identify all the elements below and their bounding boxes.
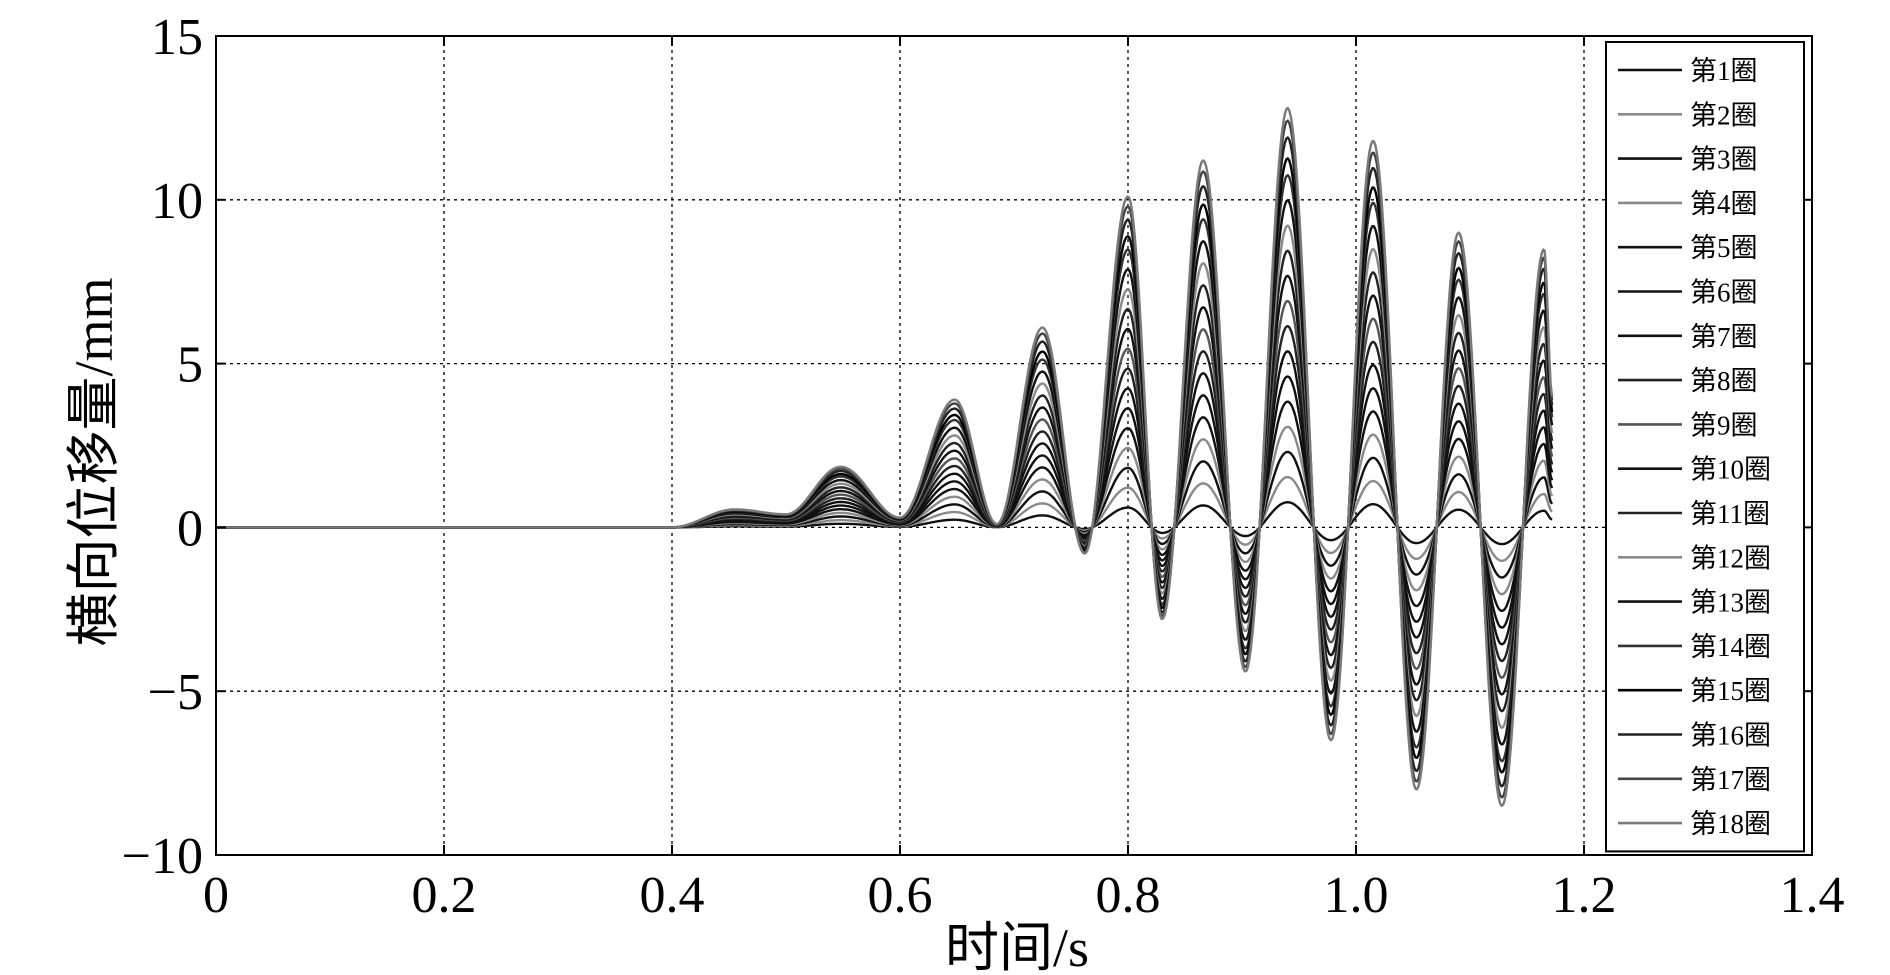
x-tick-label: 1.0 <box>1324 867 1389 924</box>
grid-lines <box>216 36 1812 855</box>
x-tick-label: 0.8 <box>1096 867 1161 924</box>
legend-entry-label: 第3圈 <box>1690 145 1758 175</box>
legend-entry-label: 第5圈 <box>1690 233 1758 263</box>
x-tick-label: 0.4 <box>640 867 705 924</box>
legend-entry-label: 第10圈 <box>1690 455 1771 485</box>
legend-entry-label: 第17圈 <box>1690 765 1771 795</box>
legend-entry-label: 第14圈 <box>1690 632 1771 662</box>
plot-frame <box>215 35 1813 856</box>
legend-entry-label: 第13圈 <box>1690 588 1771 618</box>
legend-entry-label: 第18圈 <box>1690 809 1771 839</box>
y-axis-label: 横向位移量/mm <box>64 277 124 646</box>
y-tick-label: −10 <box>122 828 203 885</box>
x-tick-label: 1.4 <box>1780 867 1845 924</box>
series-lines <box>216 106 1554 807</box>
y-tick-label: 10 <box>151 173 203 230</box>
legend-entry-label: 第11圈 <box>1690 499 1770 529</box>
axis-ticks <box>215 35 1813 856</box>
x-tick-label: 0 <box>203 867 229 924</box>
y-tick-labels: −10 −5 0 5 10 15 <box>122 9 203 885</box>
x-tick-label: 0.2 <box>412 867 477 924</box>
legend: 第1圈第2圈第3圈第4圈第5圈第6圈第7圈第8圈第9圈第10圈第11圈第12圈第… <box>1605 41 1805 853</box>
y-tick-label: 15 <box>151 9 203 66</box>
legend-entry-label: 第7圈 <box>1690 322 1758 352</box>
y-tick-label: 0 <box>177 500 203 557</box>
y-tick-label: −5 <box>148 664 203 721</box>
x-tick-label: 0.6 <box>868 867 933 924</box>
legend-entry-label: 第16圈 <box>1690 721 1771 751</box>
x-tick-label: 1.2 <box>1552 867 1617 924</box>
legend-entry-label: 第15圈 <box>1690 676 1771 706</box>
legend-entry-label: 第9圈 <box>1690 410 1758 440</box>
series-line-18 <box>216 106 1554 807</box>
legend-entry-label: 第12圈 <box>1690 543 1771 573</box>
legend-entry-label: 第6圈 <box>1690 278 1758 308</box>
x-tick-labels: 0 0.2 0.4 0.6 0.8 1.0 1.2 1.4 <box>203 867 1845 924</box>
legend-entry-label: 第2圈 <box>1690 100 1758 130</box>
legend-box <box>1605 41 1805 853</box>
y-tick-label: 5 <box>177 337 203 394</box>
x-axis-label: 时间/s <box>945 918 1089 975</box>
legend-entry-label: 第8圈 <box>1690 366 1758 396</box>
legend-entry-label: 第1圈 <box>1690 56 1758 86</box>
legend-entry-label: 第4圈 <box>1690 189 1758 219</box>
